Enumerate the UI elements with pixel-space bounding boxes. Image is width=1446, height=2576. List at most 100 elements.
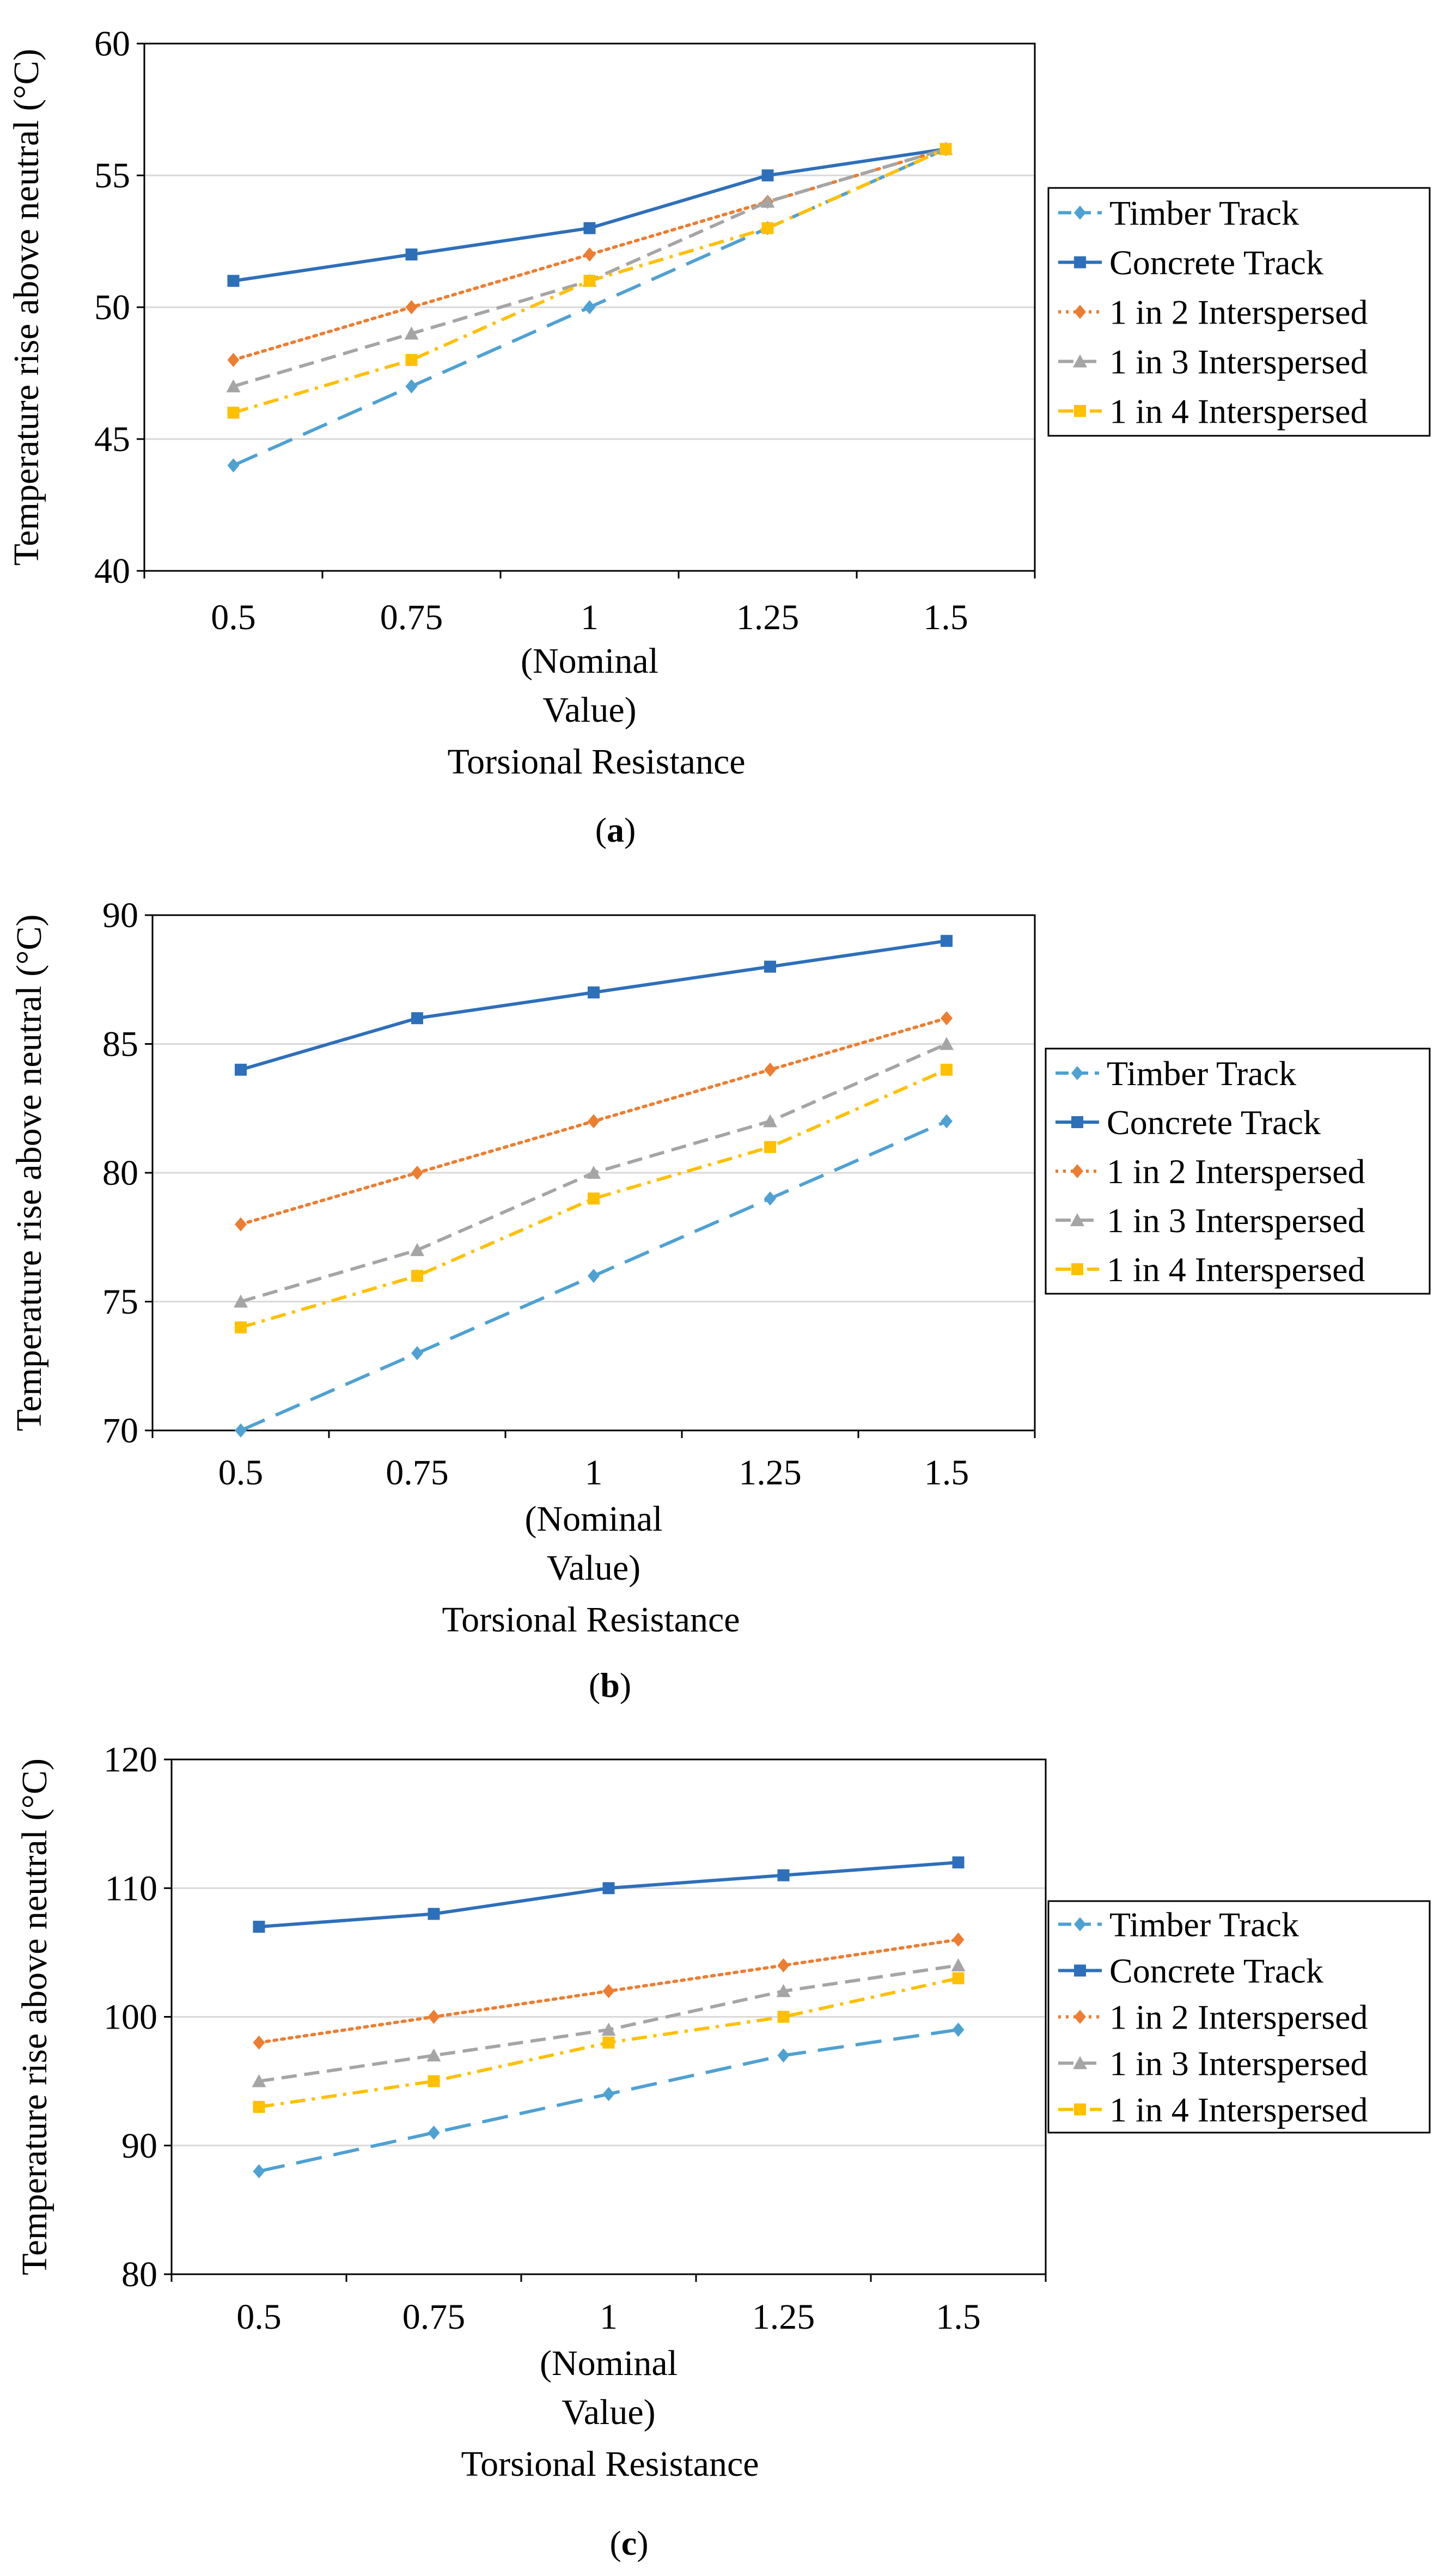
data-point [764,960,776,973]
x-tick-sublabel: Value) [542,690,636,730]
data-point [411,1346,423,1361]
data-point [941,1011,953,1026]
y-tick-label: 120 [103,1740,157,1780]
legend-marker [1074,205,1086,220]
legend-marker [1074,2009,1086,2024]
y-tick-label: 55 [94,156,130,196]
data-point [583,222,596,234]
y-tick-label: 60 [94,24,130,64]
y-tick-label: 90 [121,2126,157,2166]
legend-marker [1074,2103,1086,2116]
data-point [253,2100,265,2113]
legend-label: Timber Track [1109,1905,1299,1944]
data-point [939,1037,954,1050]
x-tick-label: 1 [581,598,599,637]
figure-caption: (b) [589,1666,631,1704]
data-point [602,2087,615,2102]
data-point [587,1166,601,1179]
x-tick-label: 1.25 [736,598,800,637]
data-point [941,1114,953,1129]
data-point [411,1166,423,1180]
legend-label: 1 in 4 Interspersed [1109,2091,1368,2129]
y-tick-label: 100 [103,1998,157,2037]
data-point [235,1423,247,1438]
data-point [763,1114,777,1128]
legend-label: Concrete Track [1109,243,1323,282]
data-point [583,247,596,262]
data-point [411,1270,423,1282]
x-tick-label: 1 [600,2297,618,2337]
chart-c: 80 90 100 110 120 0.5 0.75 1 1.25 1.5 (Nominal Valu… [15,1740,1431,2562]
chart-b: 70 75 80 85 90 0.5 0.75 1 1.25 1.5 (Nominal Value) T… [9,896,1431,1704]
data-point [952,1932,965,1947]
y-tick-label: 50 [94,288,130,327]
data-point [601,2023,616,2036]
x-tick-sublabel: (Nominal [521,641,658,681]
data-point [235,1321,247,1333]
data-point [761,222,774,234]
y-axis-title: Temperature rise above neutral (°C) [15,1758,54,2275]
legend-label: Concrete Track [1109,1952,1323,1990]
data-point [952,2023,965,2037]
data-point [227,458,240,473]
data-point [405,300,418,314]
y-tick-label: 90 [102,896,138,935]
series-line [259,1861,959,1929]
legend-label: Concrete Track [1107,1103,1321,1142]
y-axis-title: Temperature rise above neutral (°C) [7,48,46,565]
figure-caption: (a) [595,811,636,849]
legend-label: 1 in 4 Interspersed [1109,392,1368,431]
legend-box [1045,1048,1431,1295]
x-tick-label: 1.5 [936,2297,981,2337]
legend-label: 1 in 2 Interspersed [1109,293,1368,332]
legend-marker [1071,1263,1083,1275]
legend-marker [1074,256,1086,269]
legend-marker [1071,1164,1083,1178]
y-tick-label: 80 [121,2255,157,2294]
data-point [583,275,596,287]
x-axis-title: Torsional Resistance [447,742,745,782]
x-axis-title: Torsional Resistance [442,1600,740,1640]
data-point [428,1908,440,1920]
data-point [602,1882,615,1895]
legend-marker [1073,2056,1087,2069]
data-point [404,326,419,340]
x-tick-label: 1.5 [924,1453,969,1493]
x-tick-label: 0.5 [218,1453,264,1493]
data-point [777,2048,790,2063]
data-point [405,248,418,261]
data-point [764,1062,776,1077]
y-tick-label: 75 [102,1282,138,1322]
legend-marker [1074,1964,1086,1977]
data-point [253,1921,265,1933]
legend-marker [1074,1917,1086,1932]
data-point [776,1984,791,1998]
x-tick-label: 0.75 [386,1453,449,1493]
y-tick-label: 45 [94,419,130,459]
x-tick-label: 0.5 [211,598,256,637]
data-point [428,2126,440,2140]
series-line [240,1068,948,1329]
data-point [939,143,952,155]
data-point [226,379,241,393]
data-point [941,1063,953,1076]
x-tick-label: 1 [585,1453,603,1493]
data-point [411,1012,423,1025]
data-point [405,379,418,394]
data-point [588,1114,600,1129]
x-tick-sublabel: (Nominal [540,2343,678,2383]
figure-caption: (c) [609,2524,648,2562]
legend-marker [1070,1213,1084,1226]
y-tick-label: 70 [102,1411,138,1451]
data-point [602,2036,615,2049]
data-point [405,354,418,366]
data-point [583,300,596,314]
y-tick-label: 110 [105,1868,157,1908]
legend-label: 1 in 3 Interspersed [1109,343,1368,381]
y-tick-label: 85 [102,1025,138,1064]
data-point [410,1243,424,1256]
legend-box [1047,187,1431,437]
data-point [588,1192,600,1205]
legend-label: 1 in 3 Interspersed [1109,2044,1368,2083]
legend-label: 1 in 4 Interspersed [1107,1250,1365,1289]
